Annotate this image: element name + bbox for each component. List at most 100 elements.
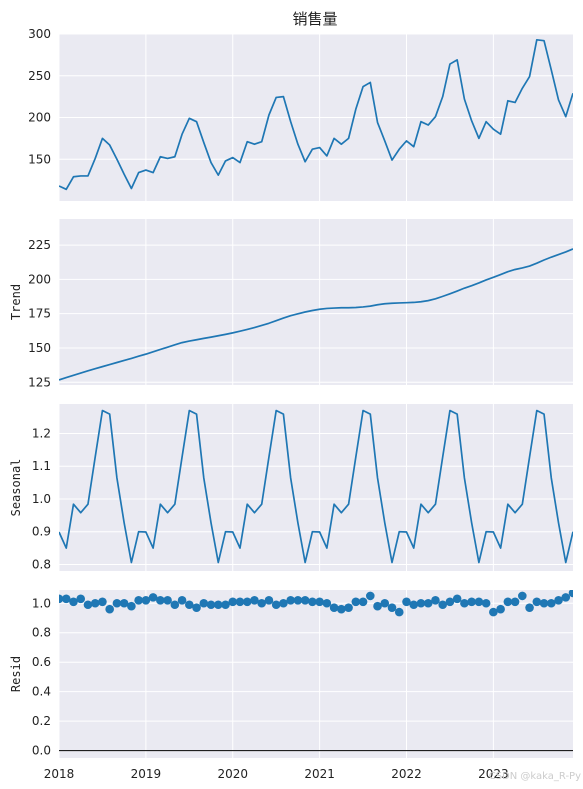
panel-background — [59, 404, 573, 571]
resid-point — [76, 594, 86, 604]
resid-point — [402, 597, 411, 607]
resid-point — [228, 597, 238, 607]
y-tick-label: 150 — [28, 152, 51, 166]
resid-point — [141, 596, 151, 605]
resid-point — [206, 600, 216, 610]
resid-point — [148, 593, 158, 602]
resid-point — [257, 598, 267, 608]
resid-point — [264, 596, 274, 605]
resid-point — [503, 597, 513, 607]
resid-point — [119, 598, 129, 608]
resid-point — [127, 601, 136, 611]
y-tick-label: 0.4 — [32, 685, 51, 699]
panel-background — [59, 590, 573, 758]
resid-point — [460, 598, 469, 608]
watermark: CSDN @kaka_R-Py — [489, 771, 581, 782]
resid-point — [387, 603, 397, 612]
y-tick-label: 0.0 — [32, 744, 51, 758]
y-tick-label: 1.1 — [32, 459, 51, 473]
resid-point — [344, 603, 353, 612]
y-tick-label: 300 — [28, 27, 51, 41]
series-line — [59, 38, 573, 191]
x-tick-label: 2021 — [304, 767, 335, 781]
resid-point — [568, 590, 573, 598]
panel-1: 150 200 250 300 — [28, 27, 573, 201]
y-axis-label: Resid — [9, 656, 23, 692]
resid-point — [170, 600, 180, 610]
resid-point — [394, 607, 404, 617]
resid-point — [496, 604, 505, 614]
chart-title: 销售量 — [292, 10, 337, 28]
x-axis: 2018 2019 2020 2021 2022 2023 — [44, 767, 509, 781]
resid-point — [373, 601, 382, 611]
resid-point — [358, 597, 368, 607]
resid-point — [539, 598, 549, 608]
series — [59, 409, 573, 564]
panel-4: 0.0 0.2 0.4 0.6 0.8 1.0 Resid — [9, 590, 573, 758]
y-tick-label: 250 — [28, 69, 51, 83]
resid-point — [423, 598, 433, 608]
resid-point — [431, 596, 440, 605]
resid-point — [293, 596, 303, 605]
panels: 150 200 250 300 125 150 175 200 225 Trend 0.8 0.9 1.… — [9, 27, 573, 758]
resid-point — [351, 597, 361, 607]
resid-point — [250, 596, 259, 605]
resid-point — [561, 593, 571, 602]
y-tick-label: 1.0 — [32, 596, 51, 610]
resid-point — [452, 594, 462, 604]
resid-point — [199, 598, 209, 608]
resid-point — [235, 597, 245, 607]
resid-point — [416, 598, 426, 608]
resid-point — [467, 597, 476, 607]
y-tick-label: 175 — [28, 307, 51, 321]
resid-point — [98, 597, 107, 607]
resid-point — [279, 598, 288, 608]
x-tick-label: 2023 — [478, 767, 509, 781]
resid-point — [554, 596, 563, 605]
x-tick-label: 2020 — [217, 767, 248, 781]
resid-point — [61, 594, 71, 604]
y-tick-label: 225 — [28, 238, 51, 252]
y-tick-label: 200 — [28, 111, 51, 125]
panel-2: 125 150 175 200 225 Trend — [9, 219, 573, 389]
resid-point — [525, 603, 534, 612]
resid-point — [445, 597, 455, 607]
y-tick-label: 200 — [28, 272, 51, 286]
series — [59, 590, 573, 752]
y-tick-label: 150 — [28, 341, 51, 355]
resid-point — [156, 596, 165, 605]
x-tick-label: 2018 — [44, 767, 75, 781]
y-tick-label: 1.0 — [32, 492, 51, 506]
x-tick-label: 2019 — [131, 767, 162, 781]
resid-point — [177, 596, 187, 605]
resid-point — [366, 591, 375, 601]
resid-point — [322, 598, 332, 608]
resid-point — [242, 597, 252, 607]
resid-point — [192, 603, 201, 612]
resid-point — [300, 596, 310, 605]
resid-point — [546, 598, 556, 608]
panel-3: 0.8 0.9 1.0 1.1 1.2 Seasonal — [9, 404, 573, 571]
resid-point — [271, 600, 281, 610]
series-line — [59, 248, 573, 381]
y-tick-label: 0.8 — [32, 557, 51, 571]
y-tick-label: 0.6 — [32, 655, 51, 669]
resid-point — [185, 600, 194, 610]
resid-point — [105, 604, 114, 614]
resid-point — [532, 597, 542, 607]
resid-point — [337, 604, 346, 614]
resid-point — [438, 600, 447, 610]
y-tick-label: 1.2 — [32, 426, 51, 440]
resid-point — [409, 600, 419, 610]
resid-point — [59, 594, 64, 604]
resid-point — [329, 603, 339, 612]
y-axis-label: Trend — [9, 284, 23, 320]
panel-background — [59, 219, 573, 385]
resid-point — [163, 596, 172, 605]
resid-point — [286, 596, 295, 605]
resid-point — [510, 597, 520, 607]
y-tick-label: 0.9 — [32, 525, 51, 539]
y-tick-label: 0.8 — [32, 626, 51, 640]
resid-point — [221, 600, 230, 610]
